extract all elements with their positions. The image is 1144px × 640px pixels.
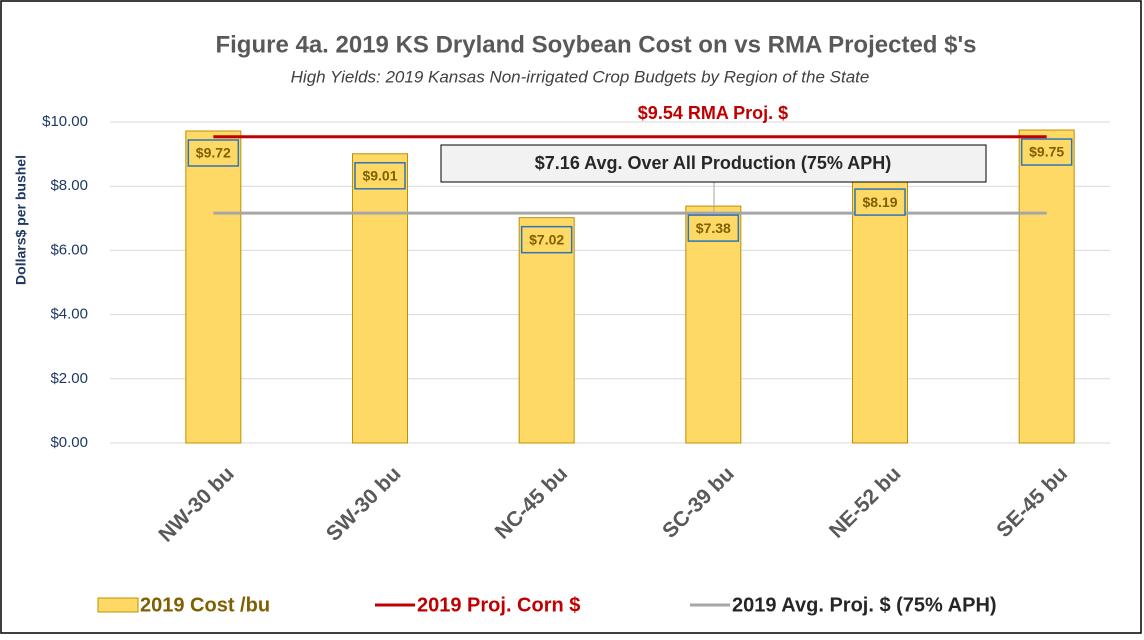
y-tick-label: $8.00 xyxy=(50,177,88,194)
annotation: $7.16 Avg. Over All Production (75% APH) xyxy=(535,153,891,173)
y-axis-label: Dollars$ per bushel xyxy=(13,155,29,285)
y-tick-label: $4.00 xyxy=(50,306,88,323)
value-label: $9.01 xyxy=(362,167,397,183)
legend-label: 2019 Avg. Proj. $ (75% APH) xyxy=(732,594,997,616)
value-label: $9.72 xyxy=(196,145,231,161)
legend-label: 2019 Cost /bu xyxy=(140,594,270,616)
bar xyxy=(1018,129,1075,444)
value-label: $9.75 xyxy=(1029,144,1064,160)
y-tick-label: $2.00 xyxy=(50,370,88,387)
bar xyxy=(185,130,242,444)
y-tick-label: $6.00 xyxy=(50,241,88,258)
bar xyxy=(352,153,408,444)
chart-title: Figure 4a. 2019 KS Dryland Soybean Cost … xyxy=(215,31,976,58)
bar xyxy=(852,179,908,444)
bar xyxy=(685,205,742,444)
value-label-box xyxy=(1020,138,1073,166)
annotation-box xyxy=(440,144,987,183)
value-label: $7.38 xyxy=(696,220,731,236)
value-label: $7.02 xyxy=(529,231,564,247)
value-label-box xyxy=(187,139,240,167)
value-label-box xyxy=(354,162,406,190)
annotation: $9.54 RMA Proj. $ xyxy=(638,103,788,123)
legend-label: 2019 Proj. Corn $ xyxy=(417,594,580,616)
value-label: $8.19 xyxy=(862,194,897,210)
y-tick-label: $0.00 xyxy=(50,434,88,451)
value-label-box xyxy=(854,188,906,216)
legend-swatch xyxy=(97,597,139,613)
value-label-box xyxy=(687,214,740,242)
bar xyxy=(518,217,575,444)
chart-subtitle: High Yields: 2019 Kansas Non-irrigated C… xyxy=(291,67,870,86)
y-tick-label: $10.00 xyxy=(42,113,88,130)
value-label-box xyxy=(520,225,573,254)
